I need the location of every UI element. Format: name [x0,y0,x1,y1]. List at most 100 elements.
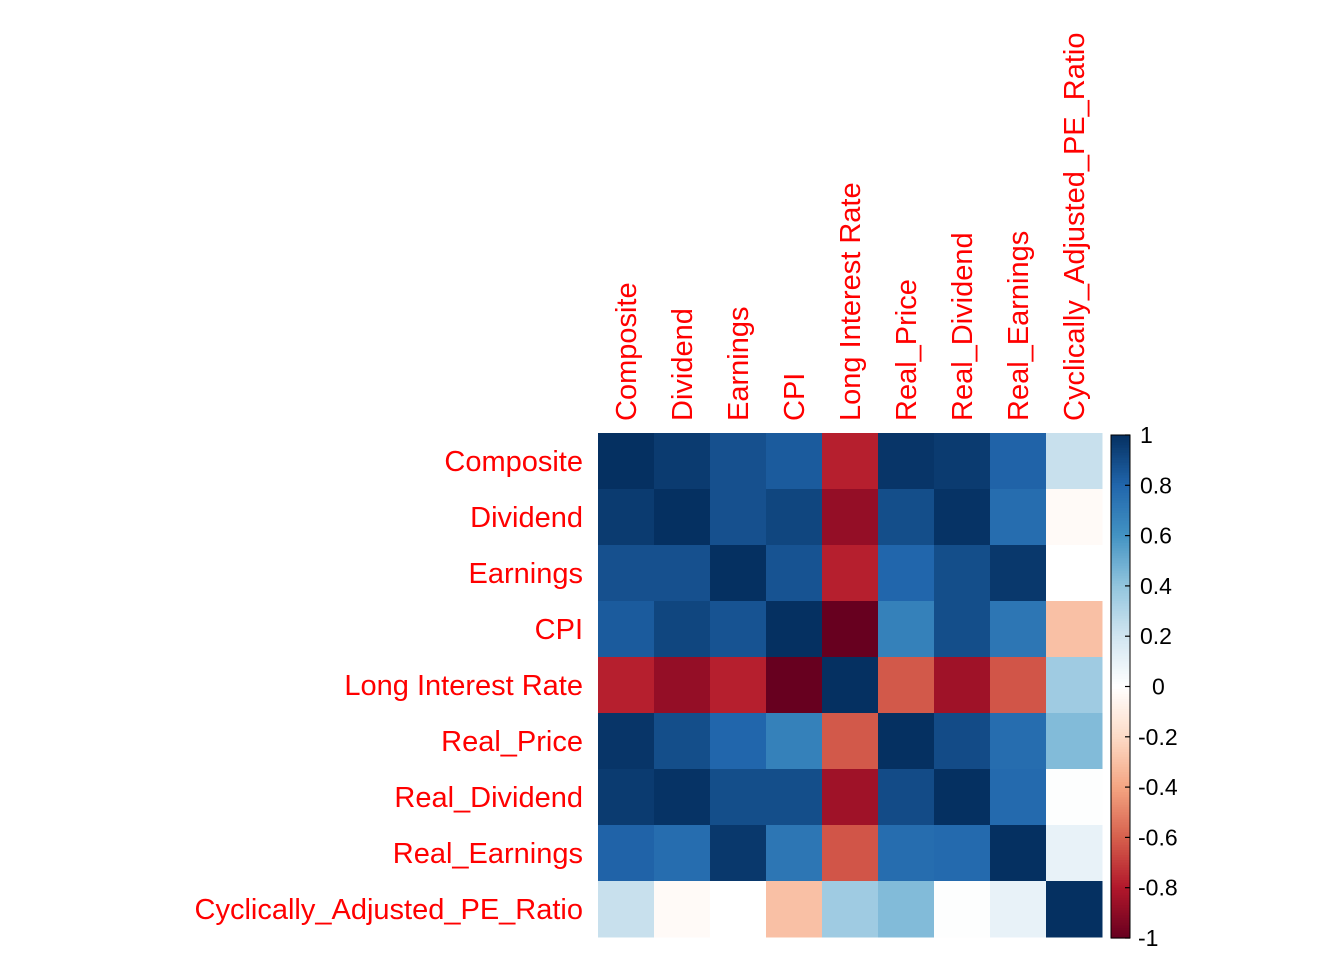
colorbar-segment [1111,623,1130,627]
colorbar-tick-label: 0.8 [1140,472,1172,498]
colorbar-segment [1111,741,1130,745]
colorbar-segment [1111,455,1130,459]
colorbar-segment [1111,538,1130,542]
heatmap-cell [598,825,655,882]
colorbar-segment [1111,726,1130,730]
colorbar-segment [1111,772,1130,776]
colorbar-segment [1111,704,1130,708]
colorbar-segment [1111,510,1130,514]
colorbar-segment [1111,460,1130,464]
colorbar-segment [1111,643,1130,647]
heatmap-cell [710,769,767,826]
colorbar-segment [1111,550,1130,554]
column-label: Earnings [723,307,755,421]
colorbar-segment [1111,844,1130,849]
heatmap-cell [710,881,767,938]
heatmap-cell [990,433,1047,490]
colorbar-segment [1111,885,1130,889]
heatmap-cell [934,657,991,714]
colorbar-segment [1111,593,1130,597]
colorbar-segment [1111,548,1130,552]
colorbar-segment [1111,789,1130,793]
colorbar-segment [1111,570,1130,574]
colorbar-segment [1111,839,1130,844]
heatmap-cell [598,489,655,546]
heatmap-cell [990,545,1047,602]
colorbar-segment [1111,736,1130,740]
colorbar-segment [1111,746,1130,750]
colorbar-segment [1111,847,1130,851]
colorbar-tick-label: 0.4 [1140,573,1172,599]
heatmap-cell [1046,825,1103,882]
row-labels: Composite Dividend Earnings CPI Long Interes… [195,446,583,926]
colorbar-segment [1111,691,1130,695]
colorbar-tick-label: 1 [1140,422,1153,448]
heatmap-cell [710,601,767,658]
heatmap-cell [822,657,879,714]
colorbar-segment [1111,729,1130,733]
heatmap-cell [654,713,711,770]
heatmap-cell [990,825,1047,882]
colorbar-segment [1111,837,1130,841]
heatmap-cell [710,657,767,714]
colorbar-segment [1111,849,1130,854]
colorbar-segment [1111,447,1130,451]
colorbar-segment [1111,583,1130,587]
colorbar-segment [1111,520,1130,524]
colorbar-segment [1111,927,1130,932]
colorbar-segment [1111,922,1130,927]
colorbar-segment [1111,696,1130,700]
heatmap-cell [654,657,711,714]
colorbar-segment [1111,578,1130,582]
colorbar-segment [1111,902,1130,906]
column-label: Real_Price [891,279,923,421]
colorbar-segment [1111,608,1130,612]
colorbar-segment [1111,636,1130,640]
colorbar-segment [1111,515,1130,519]
colorbar-segment [1111,523,1130,527]
colorbar-segment [1111,641,1130,645]
column-label: Composite [611,282,643,421]
colorbar-segment [1111,877,1130,881]
colorbar-segment [1111,442,1130,446]
heatmap-cell [766,489,823,546]
colorbar-segment [1111,568,1130,572]
colorbar-segment [1111,814,1130,818]
colorbar-segment [1111,867,1130,871]
heatmap-cell [654,825,711,882]
colorbar-segment [1111,525,1130,529]
row-label: CPI [535,614,583,646]
colorbar-segment [1111,870,1130,874]
heatmap-cell [1046,881,1103,938]
colorbar-segment [1111,694,1130,698]
heatmap-cell [990,489,1047,546]
colorbar-segment [1111,500,1130,504]
heatmap-cell [878,713,935,770]
column-label: Real_Dividend [947,232,979,421]
heatmap-cell [598,657,655,714]
colorbar-segment [1111,633,1130,637]
colorbar-segment [1111,794,1130,798]
heatmap-cell [990,601,1047,658]
colorbar-segment [1111,666,1130,670]
heatmap-cell [710,825,767,882]
colorbar-segment [1111,917,1130,921]
colorbar-segment [1111,495,1130,499]
heatmap-cell [934,545,991,602]
column-labels: Composite Dividend Earnings CPI Long Interes… [611,33,1091,421]
colorbar-segment [1111,827,1130,831]
colorbar-tick-label: -0.4 [1138,774,1178,800]
colorbar-segment [1111,812,1130,816]
heatmap-cell [654,433,711,490]
colorbar-segment [1111,435,1130,439]
heatmap-cells [598,433,1103,938]
colorbar-segment [1111,648,1130,652]
heatmap-cell [934,713,991,770]
colorbar-segment [1111,653,1130,657]
colorbar-segment [1111,920,1130,924]
colorbar-segment [1111,852,1130,856]
colorbar-segment [1111,507,1130,512]
colorbar-segment [1111,769,1130,773]
colorbar-segment [1111,651,1130,655]
